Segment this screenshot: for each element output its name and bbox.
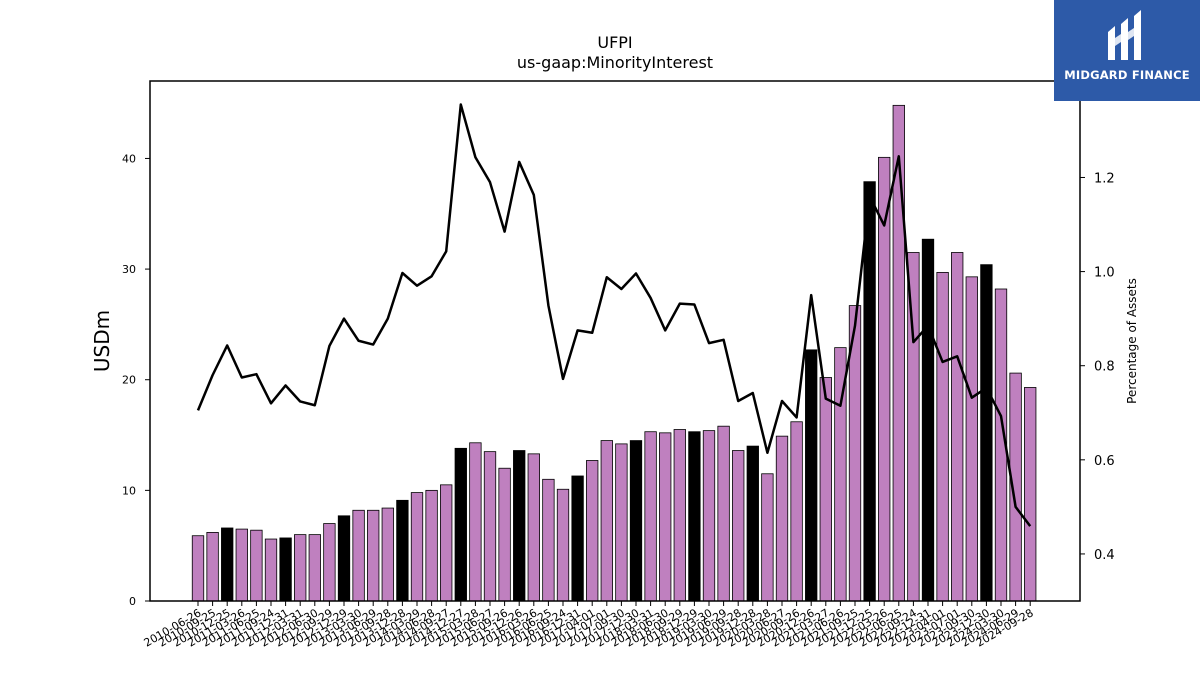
- bar: [221, 527, 234, 602]
- left-axis-tick-label: 0: [129, 595, 136, 608]
- bar: [381, 507, 394, 602]
- bar: [980, 264, 993, 602]
- bar: [483, 451, 497, 602]
- bar: [805, 349, 818, 602]
- bar: [951, 252, 964, 602]
- x-axis-ticks: 2010-06-262010-09-252010-12-252011-03-26…: [142, 601, 1036, 650]
- left-axis-tick-label: 30: [122, 263, 136, 276]
- right-axis-tick-label: 0.8: [1094, 360, 1115, 375]
- chart-title: UFPI: [597, 33, 632, 52]
- bar: [600, 440, 613, 602]
- bar: [732, 450, 745, 602]
- bar: [527, 453, 540, 602]
- bar: [586, 460, 599, 602]
- bar: [819, 377, 832, 602]
- bar: [323, 523, 336, 602]
- bar: [308, 534, 321, 602]
- bar: [454, 447, 467, 602]
- bar: [250, 529, 263, 602]
- chart-subtitle: us-gaap:MinorityInterest: [517, 53, 713, 72]
- bar: [191, 535, 205, 602]
- left-axis-label: USDm: [90, 310, 114, 372]
- right-axis-tick-label: 0.4: [1094, 548, 1115, 563]
- bar: [425, 489, 438, 602]
- bar: [921, 238, 935, 602]
- bar: [761, 473, 774, 602]
- bar: [629, 440, 643, 602]
- bar: [965, 276, 978, 602]
- left-axis-tick-label: 10: [122, 484, 136, 497]
- right-axis-tick-label: 1.2: [1094, 171, 1115, 186]
- bar: [659, 432, 672, 602]
- bar: [410, 492, 424, 602]
- bar: [352, 509, 365, 602]
- brand-mark-icon: [1108, 10, 1141, 60]
- left-axis-tick-label: 40: [122, 152, 136, 165]
- bar: [644, 431, 657, 602]
- bar: [775, 435, 789, 602]
- bar: [688, 431, 701, 602]
- bar: [396, 499, 409, 602]
- left-axis-ticks: 0 10 20 30 40: [122, 152, 150, 608]
- bar: [863, 181, 876, 602]
- right-axis-tick-label: 0.6: [1094, 454, 1115, 469]
- bar: [469, 442, 482, 602]
- bar: [235, 528, 248, 602]
- plot-frame: [149, 80, 1081, 602]
- bar: [746, 445, 759, 602]
- bar: [1024, 387, 1037, 602]
- bar: [294, 534, 307, 602]
- right-axis-ticks: 0.4 0.6 0.8 1.0 1.2: [1080, 171, 1115, 563]
- left-axis-tick-label: 20: [122, 374, 136, 387]
- brand-logo: MIDGARD FINANCE: [1054, 0, 1200, 101]
- bar: [571, 475, 584, 602]
- bar: [936, 271, 949, 602]
- bar: [702, 430, 716, 602]
- bar: [790, 421, 803, 602]
- right-axis-label: Percentage of Assets: [1125, 278, 1139, 404]
- bar-group: [191, 104, 1037, 602]
- bar: [556, 488, 570, 602]
- bar: [206, 532, 219, 602]
- bar: [717, 425, 730, 602]
- brand-name: MIDGARD FINANCE: [1064, 68, 1190, 82]
- percentage-line: [196, 103, 1032, 527]
- bar: [337, 515, 351, 602]
- bar: [264, 538, 278, 602]
- bar: [673, 429, 686, 602]
- bar: [615, 443, 628, 602]
- bar: [498, 467, 511, 602]
- bar: [542, 478, 555, 602]
- bar: [440, 484, 453, 602]
- bar: [279, 537, 292, 602]
- bar: [513, 450, 526, 602]
- bar: [367, 509, 380, 602]
- right-axis-tick-label: 1.0: [1094, 266, 1115, 281]
